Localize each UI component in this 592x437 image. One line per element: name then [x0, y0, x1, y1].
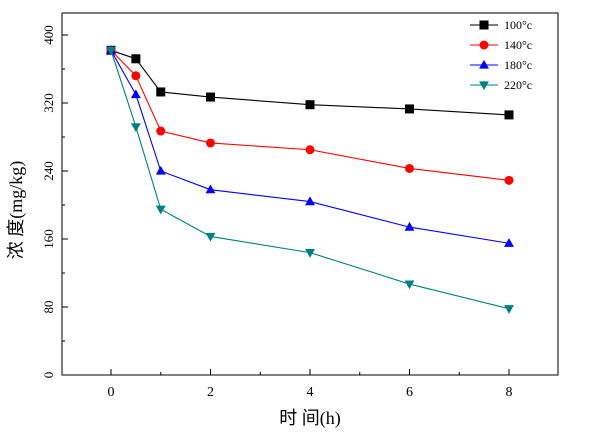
- x-tick-label: 8: [506, 385, 513, 400]
- data-point: [156, 87, 166, 97]
- legend-item: 140°c: [470, 38, 532, 52]
- data-point: [205, 184, 216, 194]
- y-tick-label: 240: [41, 161, 56, 181]
- y-tick-label: 80: [41, 301, 56, 314]
- x-axis: 0 2 4 6 8: [108, 369, 513, 400]
- y-tick-label: 160: [41, 229, 56, 249]
- data-point: [479, 40, 489, 50]
- data-point: [405, 163, 414, 173]
- data-point: [479, 59, 489, 69]
- data-point: [404, 221, 415, 231]
- legend-label: 140°c: [504, 38, 532, 52]
- data-point: [504, 110, 514, 120]
- data-point: [156, 126, 166, 136]
- legend-label: 180°c: [504, 58, 532, 72]
- legend-label: 100°c: [504, 18, 532, 32]
- series-line: [110, 50, 510, 310]
- x-tick-label: 0: [108, 385, 115, 400]
- series-line: [110, 49, 510, 181]
- legend-item: 220°c: [470, 78, 532, 92]
- data-point: [305, 249, 315, 258]
- y-axis: 0 80 160 240 320 400: [41, 25, 68, 378]
- data-point: [479, 81, 489, 91]
- y-tick-label: 0: [41, 372, 56, 379]
- data-point: [305, 100, 315, 110]
- data-point: [130, 89, 141, 99]
- data-point: [155, 165, 166, 175]
- data-point: [479, 20, 489, 30]
- legend-label: 220°c: [504, 78, 532, 92]
- data-point: [504, 238, 514, 247]
- legend: 100°c 140°c 180°c 220°c: [470, 18, 532, 92]
- data-point: [205, 232, 216, 242]
- x-tick-label: 6: [406, 385, 413, 400]
- data-point: [405, 104, 414, 114]
- data-point: [130, 123, 141, 132]
- data-point: [131, 71, 141, 81]
- x-axis-title: 时 间(h): [279, 408, 341, 429]
- series-4: [106, 46, 514, 314]
- legend-item: 100°c: [470, 18, 532, 32]
- y-tick-label: 400: [41, 25, 56, 45]
- data-point: [131, 54, 141, 64]
- data-point: [106, 46, 116, 56]
- x-tick-label: 2: [207, 385, 214, 400]
- data-point: [404, 280, 415, 290]
- series-3: [106, 45, 514, 247]
- legend-item: 180°c: [470, 58, 532, 72]
- series-layer: [106, 45, 514, 314]
- series-1: [106, 45, 514, 120]
- data-point: [504, 305, 514, 314]
- series-2: [106, 45, 514, 185]
- y-axis-title: 浓 度(mg/kg): [6, 161, 27, 260]
- data-point: [206, 138, 215, 148]
- x-tick-label: 4: [307, 385, 314, 400]
- data-point: [504, 175, 514, 185]
- data-point: [155, 205, 166, 215]
- data-point: [305, 196, 315, 206]
- y-tick-label: 320: [41, 93, 56, 113]
- data-point: [206, 92, 215, 102]
- data-point: [305, 145, 315, 155]
